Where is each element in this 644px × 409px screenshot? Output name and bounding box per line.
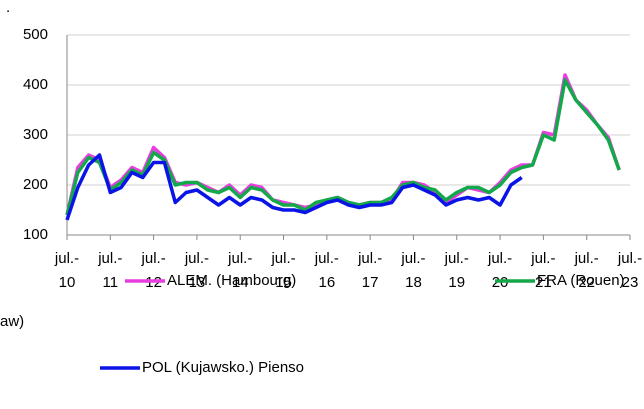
series-line [65,78,621,216]
x-tick-label-line: 15 [275,274,292,291]
y-tick-label: 300 [23,126,48,143]
x-tick-label-line: 16 [319,274,336,291]
x-tick-label: jul.- 10 [54,250,79,291]
x-tick-label: jul.- 11 [97,250,122,291]
y-tick-label: 500 [23,26,48,43]
x-tick-label-line: jul.- [400,250,425,267]
x-tick-label-line: jul.- [487,250,512,267]
legend-label: FRA (Rouen) [537,272,625,289]
x-tick-label-line: 13 [189,274,206,291]
series-line [65,73,621,216]
x-tick-label: jul.- 23 [617,250,642,291]
y-tick-label: 100 [23,226,48,243]
x-tick-label-line: jul.- [227,250,252,267]
y-tick-label: 400 [23,76,48,93]
x-tick-label-line: jul.- [314,250,339,267]
series-line [65,153,523,221]
x-tick-label-line: 21 [535,274,552,291]
x-tick-label-line: 19 [448,274,465,291]
x-tick-label-line: jul.- [444,250,469,267]
x-tick-label-line: 10 [59,274,76,291]
x-tick-label: jul.-12 [141,250,166,291]
x-tick-label-line: 18 [405,274,422,291]
x-tick-label-line: jul.- [574,250,599,267]
x-tick-label: jul.- 15 [270,250,295,291]
x-tick-label-line: 11 [103,274,119,291]
x-tick-label: jul.- 16 [314,250,339,291]
x-tick-label: jul.- 18 [400,250,425,291]
x-tick-label-line: 22 [578,274,595,291]
legend-label: POL (Kujawsko.) Pienso [142,359,304,376]
x-tick-label: jul.- 17 [357,250,382,291]
x-tick-label-line: jul.- [184,250,209,267]
x-tick-label: jul.- 22 [574,250,599,291]
x-tick-label-line: jul.- [530,250,555,267]
x-tick-label-line: 23 [622,274,639,291]
x-tick-label-line: 14 [232,274,249,291]
x-tick-label: jul.-20 [487,250,512,291]
legend-label: ALEM. (Hambourg) [167,272,296,289]
x-tick-label: jul.- 21 [530,250,555,291]
x-tick-label-line: jul.- [357,250,382,267]
x-tick-label: jul.- 13 [184,250,209,291]
x-tick-label-line: jul.- [270,250,295,267]
x-tick-label-line: 17 [362,274,379,291]
x-tick-label-line: jul.- [97,250,122,267]
annotation: aw) [0,313,24,330]
y-tick-label: 200 [23,176,48,193]
annotation: . [6,0,10,16]
x-tick-label-line: jul.- [141,250,166,267]
x-tick-label: jul.- 14 [227,250,252,291]
x-tick-label: jul.- 19 [444,250,469,291]
x-tick-label-line: jul.- [54,250,79,267]
x-tick-label-line: jul.- [617,250,642,267]
